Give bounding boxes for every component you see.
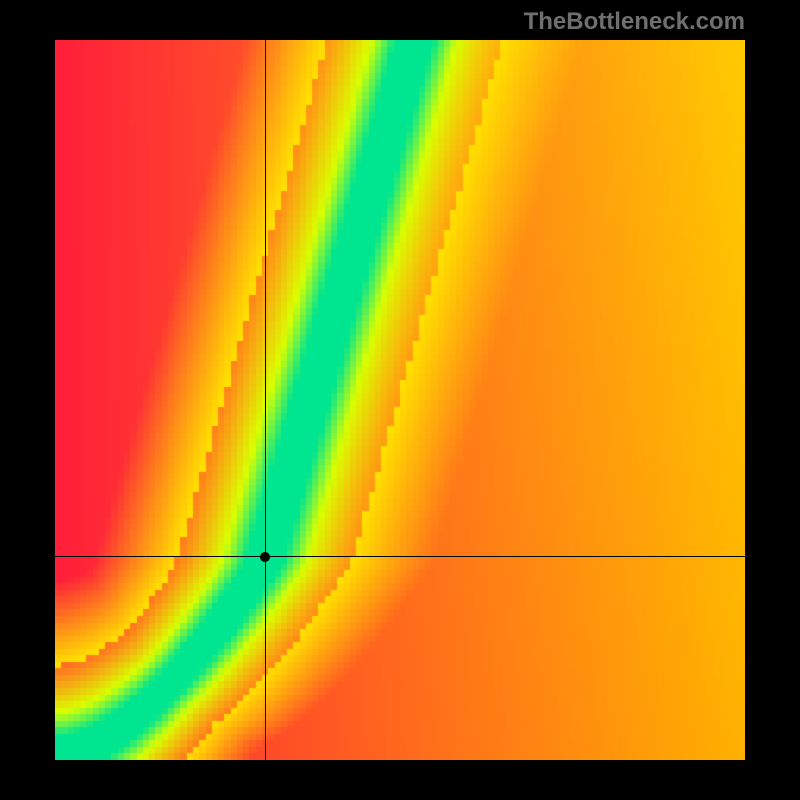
plot-area [55, 40, 745, 760]
crosshair-vertical [265, 40, 266, 760]
watermark-text: TheBottleneck.com [524, 8, 745, 36]
chart-frame: TheBottleneck.com [0, 0, 800, 800]
heatmap-canvas [55, 40, 745, 760]
crosshair-horizontal [55, 556, 745, 557]
crosshair-marker [260, 552, 270, 562]
